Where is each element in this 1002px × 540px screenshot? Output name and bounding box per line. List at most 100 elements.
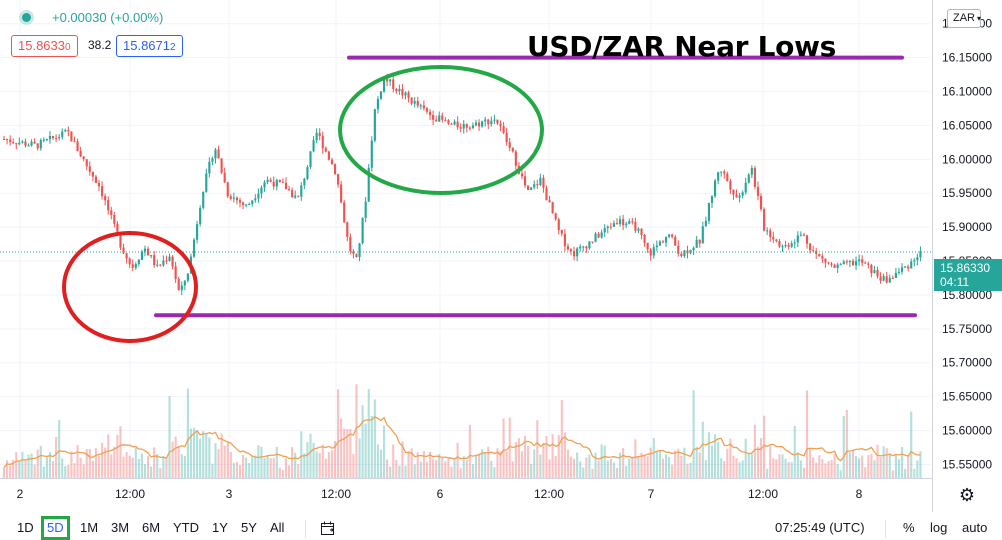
candle-body [171,256,174,267]
candle [346,221,349,242]
volume-bar [444,461,447,478]
candle-body [671,234,674,237]
candle-body [805,235,809,244]
volume-bar [646,456,649,478]
candle-body [226,182,229,197]
candle [625,221,628,229]
timeframe-1y[interactable]: 1Y [212,520,228,535]
volume-bar [76,445,79,478]
volume-bar [278,467,281,478]
volume-bar [2,467,6,478]
candle-body [177,278,180,291]
candle-body [321,136,324,149]
candle [42,137,45,143]
candle-body [432,115,435,120]
bottom-circle-annotation [62,231,198,343]
volume-bar [352,453,355,478]
candle [27,143,30,147]
currency-selector[interactable]: ZAR ▾ [947,9,981,28]
candle [879,272,882,284]
candle [134,262,137,271]
candle [235,196,239,205]
candle [539,173,542,187]
volume-bar [422,451,425,478]
candle [649,247,652,261]
candle-body [389,79,392,82]
timeframe-all[interactable]: All [270,520,285,535]
candle-body [453,121,456,125]
candle [30,139,33,147]
x-tick-label: 3 [226,487,233,501]
volume-bar [272,457,275,478]
candle [459,123,462,133]
timeframe-5y[interactable]: 5Y [241,520,257,535]
candle [698,239,701,248]
timeframe-ytd[interactable]: YTD [173,520,199,535]
volume-bar [864,467,867,478]
volume-bar [686,463,689,478]
log-scale-toggle[interactable]: log [930,520,948,535]
candle [680,251,683,258]
candle-body [12,142,15,144]
candle [713,178,717,199]
candle-body [51,135,55,139]
candle [717,171,720,185]
candle-body [468,127,471,129]
candle-body [425,108,429,112]
volume-bar [294,452,297,478]
date-range-icon[interactable] [320,520,336,536]
candle-body [333,164,337,175]
volume-bar [799,460,802,478]
candle-body [646,242,649,250]
candle-body [787,245,790,247]
auto-scale-toggle[interactable]: auto [962,520,988,535]
candle-body [907,266,910,269]
buy-button[interactable]: 15.86712 [116,35,183,57]
timeframe-3m[interactable]: 3M [111,520,130,535]
timeframe-5d[interactable]: 5D [41,516,70,540]
percent-scale-toggle[interactable]: % [903,520,915,535]
timeframe-6m[interactable]: 6M [142,520,161,535]
volume-bar [413,464,416,478]
volume-bar [591,468,594,478]
candle-body [897,271,901,273]
candle [683,249,686,258]
candle-body [67,130,70,132]
timeframe-1m[interactable]: 1M [80,520,99,535]
timeframe-1d[interactable]: 1D [17,520,34,535]
volume-bar [511,461,514,478]
volume-bar [291,447,294,478]
candle-body [202,191,205,208]
candle [131,259,134,272]
candle-body [505,132,508,143]
price-change: +0.00030 (+0.00%) [52,10,164,25]
candle-body [882,276,885,281]
volume-bar [462,456,465,478]
candle-body [628,221,631,224]
y-tick-label: 15.80000 [942,288,992,302]
clock-time[interactable]: 07:25:49 (UTC) [775,520,865,535]
volume-bar [146,455,150,478]
candle [416,96,419,108]
candle-body [861,259,864,263]
volume-bar [42,466,45,478]
candle-body [781,246,784,248]
candle [413,97,416,108]
candle-body [796,235,799,243]
candle-body [508,142,511,148]
volume-bar [82,464,85,478]
sell-button[interactable]: 15.86330 [11,35,78,57]
volume-bar [741,460,744,478]
candle [171,254,174,270]
candle-body [79,151,82,157]
candle [82,155,85,162]
volume-bar [750,453,753,478]
toolbar-divider [885,520,886,538]
volume-bar [223,445,226,478]
time-axis-labels: 2 12:00 3 12:00 6 12:00 7 12:00 8 [17,487,863,501]
candle-body [873,270,876,274]
gear-icon[interactable]: ⚙ [958,485,976,505]
volume-bar [355,384,358,478]
candle-body [349,236,352,252]
